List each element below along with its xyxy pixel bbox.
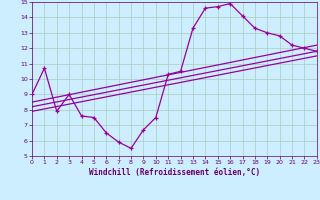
X-axis label: Windchill (Refroidissement éolien,°C): Windchill (Refroidissement éolien,°C) <box>89 168 260 177</box>
